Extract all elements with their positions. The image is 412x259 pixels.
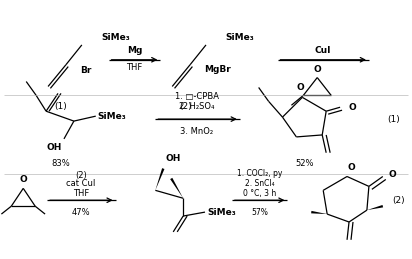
- Polygon shape: [311, 211, 327, 214]
- Text: 52%: 52%: [295, 159, 314, 168]
- Text: O: O: [297, 83, 304, 92]
- Text: 57%: 57%: [251, 208, 268, 217]
- Text: (2): (2): [392, 196, 405, 205]
- Text: SiMe₃: SiMe₃: [102, 33, 131, 42]
- Text: 0 °C, 3 h: 0 °C, 3 h: [243, 189, 276, 198]
- Text: THF: THF: [73, 189, 89, 198]
- Text: O: O: [389, 170, 396, 179]
- Text: Mg: Mg: [127, 46, 142, 55]
- Text: O: O: [347, 163, 355, 171]
- Text: 2. H₂SO₄: 2. H₂SO₄: [179, 102, 215, 111]
- Text: 2. SnCl₄: 2. SnCl₄: [245, 179, 274, 188]
- Text: CuI: CuI: [315, 46, 332, 55]
- Text: (2): (2): [179, 102, 192, 111]
- Text: OH: OH: [47, 143, 62, 152]
- Text: O: O: [19, 175, 27, 184]
- Polygon shape: [155, 168, 164, 190]
- Text: SiMe₃: SiMe₃: [207, 208, 236, 217]
- Text: 1. □-CPBA: 1. □-CPBA: [175, 92, 219, 101]
- Text: (1): (1): [55, 102, 67, 111]
- Text: THF: THF: [126, 63, 143, 72]
- Text: cat CuI: cat CuI: [66, 179, 96, 188]
- Text: O: O: [314, 64, 321, 74]
- Text: OH: OH: [165, 154, 180, 163]
- Text: SiMe₃: SiMe₃: [226, 33, 255, 42]
- Polygon shape: [367, 205, 383, 210]
- Text: SiMe₃: SiMe₃: [98, 112, 126, 121]
- Polygon shape: [170, 178, 183, 198]
- Text: MgBr: MgBr: [204, 65, 231, 74]
- Text: (2): (2): [75, 171, 87, 181]
- Text: 3. MnO₂: 3. MnO₂: [180, 127, 214, 136]
- Text: (1): (1): [387, 115, 400, 124]
- Text: O: O: [348, 103, 356, 112]
- Text: 83%: 83%: [52, 159, 70, 168]
- Text: Br: Br: [80, 66, 91, 75]
- Text: 47%: 47%: [72, 208, 90, 217]
- Text: 1. COCl₂, py: 1. COCl₂, py: [237, 169, 282, 178]
